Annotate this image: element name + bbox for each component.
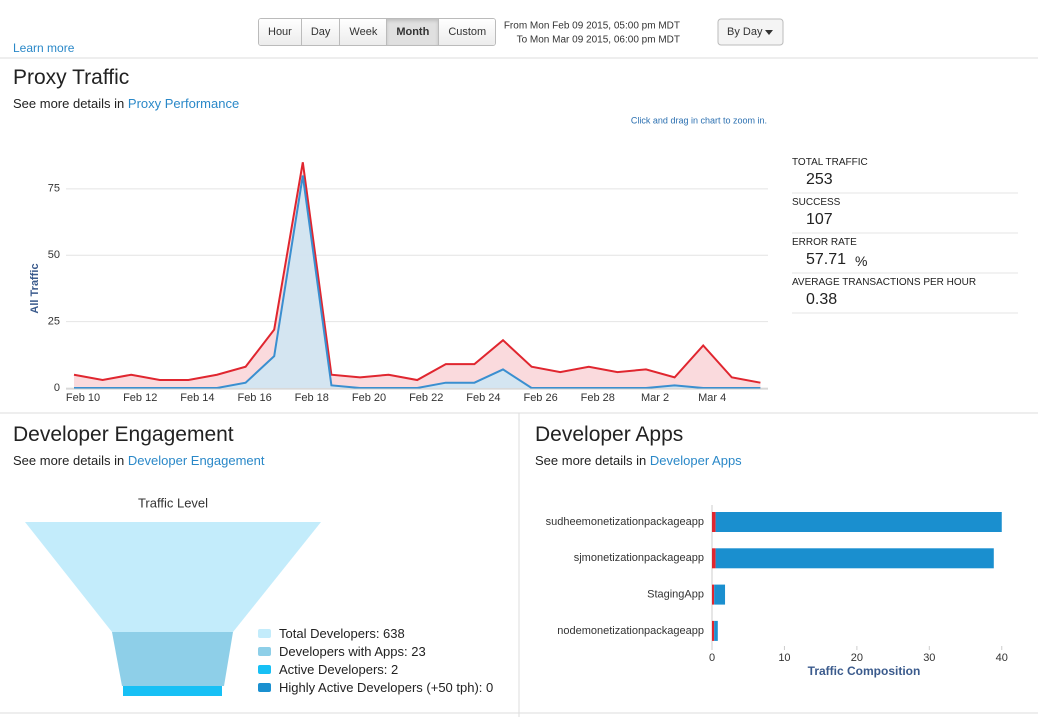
- y-tick-label: sudheemonetizationpackageapp: [546, 516, 704, 528]
- y-tick-label: nodemonetizationpackageapp: [557, 625, 704, 637]
- x-tick-label: Mar 2: [641, 392, 669, 404]
- legend-label: Developers with Apps: 23: [279, 644, 426, 659]
- details: See more details in Proxy Performance: [13, 96, 239, 111]
- x-axis-label: Traffic Composition: [808, 664, 921, 678]
- funnel-title: Traffic Level: [138, 495, 208, 510]
- details: See more details in Developer Engagement: [13, 453, 265, 468]
- stat-unit: %: [855, 253, 868, 269]
- x-tick-label: Feb 24: [466, 392, 500, 404]
- x-tick-label: Feb 22: [409, 392, 443, 404]
- line: [73, 162, 761, 384]
- zoom-hint: Click and drag in chart to zoom in.: [631, 115, 767, 125]
- line: [74, 175, 761, 389]
- bar: [715, 548, 994, 569]
- group-by-label[interactable]: By Day: [727, 26, 763, 38]
- x-tick-label: 10: [778, 652, 790, 664]
- y-tick-label: StagingApp: [647, 589, 704, 601]
- group-by-button[interactable]: [717, 18, 784, 46]
- legend-label: Active Developers: 2: [279, 662, 399, 677]
- x-tick-label: 30: [923, 652, 935, 664]
- x-tick-label: Feb 28: [581, 392, 615, 404]
- x-tick-label: 20: [851, 652, 863, 664]
- details-prefix: See more details in: [13, 96, 125, 111]
- details-link[interactable]: Developer Engagement: [127, 453, 265, 468]
- stat-value: 253: [806, 171, 833, 188]
- range-button[interactable]: Hour: [259, 19, 302, 45]
- y-tick-label: sjmonetizationpackageapp: [574, 552, 704, 564]
- details-prefix: See more details in: [535, 453, 647, 468]
- bar: [712, 584, 715, 605]
- y-tick-label: 50: [48, 249, 60, 261]
- details-link[interactable]: Developer Apps: [649, 453, 742, 468]
- y-axis-label: All Traffic: [29, 263, 41, 313]
- section-title: Proxy Traffic: [13, 66, 130, 89]
- section-title: Developer Apps: [535, 423, 684, 446]
- bar: [715, 512, 1002, 532]
- details-link[interactable]: Proxy Performance: [127, 96, 240, 111]
- x-tick-label: Mar 4: [698, 392, 726, 404]
- legend-label: Total Developers: 638: [279, 626, 405, 641]
- x-tick-label: Feb 20: [352, 392, 386, 404]
- legend-label: Highly Active Developers (+50 tph): 0: [279, 680, 494, 695]
- details-prefix: See more details in: [13, 453, 125, 468]
- stat-value: 57.71: [806, 251, 847, 268]
- x-tick-label: Feb 26: [523, 392, 557, 404]
- y-tick-label: 25: [48, 316, 60, 328]
- x-tick-label: Feb 16: [237, 392, 271, 404]
- range-from: From Mon Feb 09 2015, 05:00 pm MDT: [504, 21, 680, 32]
- stat-label: TOTAL TRAFFIC: [792, 157, 868, 168]
- details: See more details in Developer Apps: [535, 453, 742, 468]
- y-tick-label: 0: [54, 382, 60, 394]
- stat-label: AVERAGE TRANSACTIONS PER HOUR: [792, 277, 977, 288]
- stat-label: SUCCESS: [792, 197, 841, 208]
- range-button[interactable]: Custom: [439, 19, 496, 45]
- legend-swatch: [258, 647, 271, 656]
- x-tick-label: 0: [709, 652, 715, 664]
- bar: [712, 620, 715, 641]
- bar: [714, 620, 718, 641]
- x-tick-label: Feb 14: [180, 392, 214, 404]
- bar: [712, 548, 716, 569]
- x-tick-label: Feb 18: [295, 392, 329, 404]
- stat-value: 0.38: [806, 291, 838, 308]
- funnel-level: [112, 632, 233, 686]
- range-to: To Mon Mar 09 2015, 06:00 pm MDT: [517, 35, 680, 46]
- range-button[interactable]: Week: [340, 19, 388, 45]
- legend-swatch: [258, 629, 271, 638]
- bar: [712, 512, 716, 532]
- caret: [765, 30, 773, 35]
- section-title: Developer Engagement: [13, 423, 234, 446]
- range-buttons: Hour Day Week Month Custom: [258, 18, 497, 46]
- range-button[interactable]: Day: [301, 19, 341, 45]
- legend-swatch: [258, 665, 271, 674]
- x-tick-label: Feb 12: [123, 392, 157, 404]
- learn-more[interactable]: Learn more: [13, 41, 75, 55]
- area-fill: [74, 175, 761, 388]
- funnel-level: [123, 686, 222, 696]
- stat-value: 107: [806, 211, 833, 228]
- range-button[interactable]: Month: [387, 19, 440, 45]
- x-tick-label: 40: [996, 652, 1008, 664]
- area-fill: [74, 162, 761, 388]
- stat-label: ERROR RATE: [792, 237, 857, 248]
- legend-swatch: [258, 683, 271, 692]
- x-tick-label: Feb 10: [66, 392, 100, 404]
- y-tick-label: 75: [48, 183, 60, 195]
- bar: [714, 584, 726, 605]
- funnel-level: [25, 522, 321, 632]
